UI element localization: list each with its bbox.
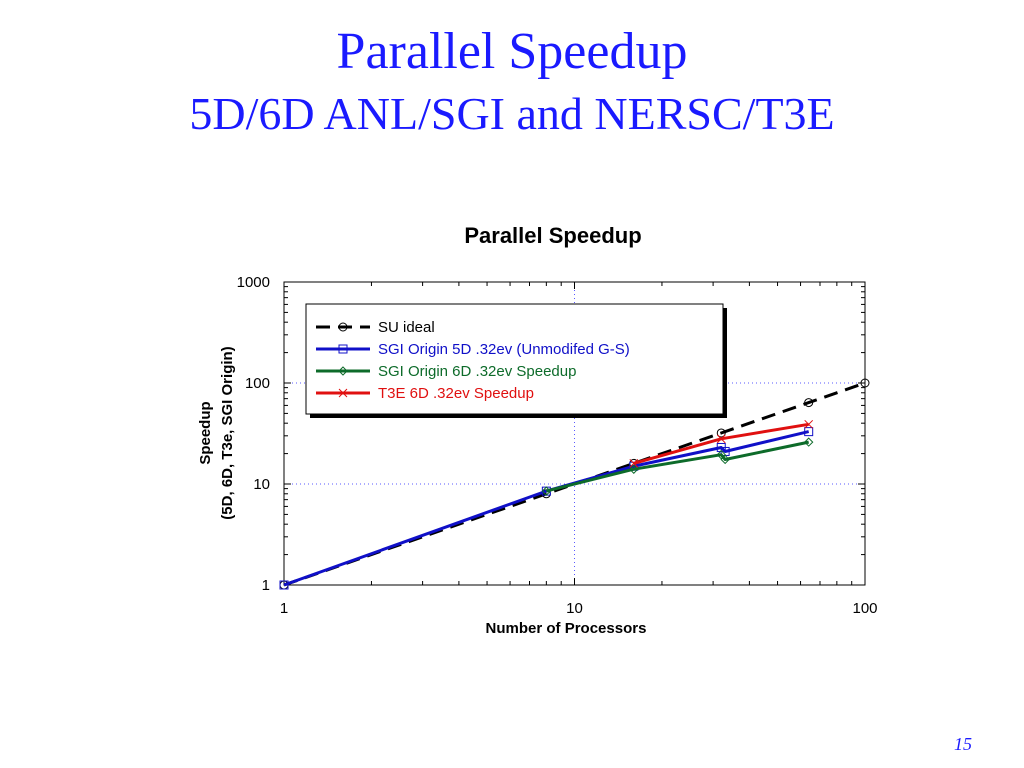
y-tick-label: 10 [253,476,270,493]
legend-label: T3E 6D .32ev Speedup [378,385,534,402]
legend-box [305,303,724,415]
chart-title: Parallel Speedup [464,223,641,248]
x-axis-label: Number of Processors [486,620,647,637]
y-tick-label: 1000 [237,274,270,291]
legend-item: SU ideal [316,319,435,336]
legend-label: SGI Origin 5D .32ev (Unmodifed G-S) [378,341,630,358]
y-tick-label: 1 [262,577,270,594]
legend-marker [338,322,348,332]
y-axis-label-line2: (5D, 6D, T3e, SGI Origin) [219,346,236,519]
slide-subtitle: 5D/6D ANL/SGI and NERSC/T3E [189,88,835,139]
y-axis-label-line1: Speedup [197,401,214,464]
y-tick-label: 100 [245,375,270,392]
legend-item: SGI Origin 5D .32ev (Unmodifed G-S) [316,341,630,358]
data-point [629,464,639,474]
axis-ticks: 1 10 100 1 10 100 1000 [237,274,878,617]
legend-marker [338,366,348,376]
legend-label: SGI Origin 6D .32ev Speedup [378,363,576,380]
legend-item: SGI Origin 6D .32ev Speedup [316,363,576,380]
data-point [860,378,870,388]
data-point [629,459,639,468]
data-point [279,580,289,590]
slide-title: Parallel Speedup [336,23,688,80]
series-layer [279,378,870,590]
x-tick-label: 10 [566,600,583,617]
legend: SU ideal SGI Origin 5D .32ev (Unmodifed G… [305,303,727,418]
series-line [283,381,866,587]
series-3 [629,419,814,468]
x-tick-label: 1 [280,600,288,617]
data-point [803,437,814,447]
data-point [716,428,726,438]
data-point [804,419,814,429]
data-point [716,434,726,444]
series-2 [541,437,814,496]
data-point [804,398,814,408]
data-point [720,454,730,465]
series-line [283,430,810,587]
legend-marker [338,388,348,398]
legend-item: T3E 6D .32ev Speedup [316,385,534,402]
data-point [541,486,552,496]
page-number: 15 [954,734,972,754]
series-line [545,440,810,493]
legend-marker [338,344,348,354]
legend-label: SU ideal [378,319,435,336]
x-tick-label: 100 [852,600,877,617]
data-point [804,427,814,437]
series-1 [279,427,814,590]
